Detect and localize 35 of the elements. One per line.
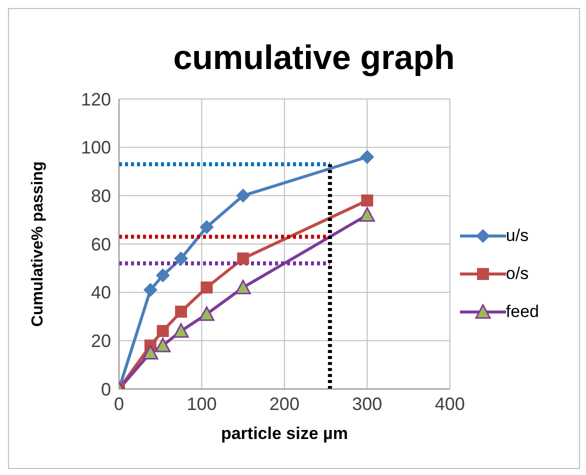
point (174, 252, 188, 266)
x-axis-title: particle size µm (220, 424, 348, 443)
legend-label: feed (506, 302, 539, 322)
point (361, 194, 374, 206)
point (175, 306, 188, 318)
x-tick-label: 200 (269, 394, 300, 414)
y-tick-label: 120 (80, 89, 111, 110)
point (359, 207, 375, 222)
y-tick-label: 80 (90, 186, 111, 206)
point (142, 345, 158, 360)
y-tick-label: 60 (90, 234, 111, 254)
point (200, 282, 213, 294)
legend-label: o/s (506, 264, 529, 284)
point (237, 252, 250, 264)
x-tick-label: 100 (186, 394, 217, 414)
point (236, 188, 250, 203)
legend-label: u/s (506, 226, 529, 246)
y-tick-label: 40 (90, 282, 111, 303)
x-tick-label: 300 (352, 394, 382, 414)
point (198, 306, 214, 321)
point (155, 338, 171, 352)
point (235, 280, 251, 294)
x-tick-label: 0 (114, 394, 124, 414)
y-tick-label: 0 (100, 379, 111, 400)
y-tick-label: 100 (80, 138, 111, 158)
x-tick-label: 400 (434, 394, 465, 414)
point (173, 323, 189, 338)
chart-title: cumulative graph (172, 39, 456, 79)
y-axis-title: Cumulative% passing (30, 161, 47, 327)
point (156, 268, 170, 282)
point (360, 150, 374, 164)
point (143, 282, 158, 297)
point (200, 220, 214, 234)
point (156, 325, 169, 337)
y-tick-label: 20 (90, 331, 111, 352)
